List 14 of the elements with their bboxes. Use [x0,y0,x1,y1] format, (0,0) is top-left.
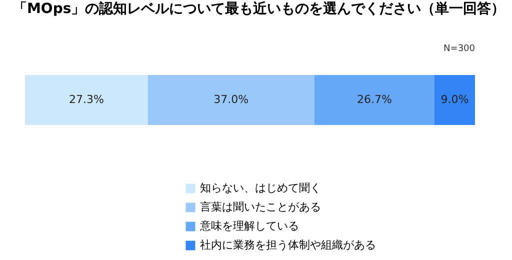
bar [25,75,148,125]
bar [148,75,314,125]
chart-title: 「MOps」の認知レベルについて最も近いものを選んでください（単一回答） [13,0,506,17]
text: N=300 [444,44,476,54]
legend-label: 知らない、はじめて聞く [200,182,321,194]
bar [434,75,475,125]
legend-label: 意味を理解している [199,220,299,232]
bar [314,75,434,125]
legend-label: 社内に業務を担う体制や組織がある [200,238,376,252]
data-label: 27.3% [68,93,104,106]
data-label: 26.7% [356,93,392,106]
legend-label: 言葉は聞いたことがある [200,200,321,214]
data-label: 9.0% [440,93,469,106]
data-label: 37.0% [214,93,249,106]
